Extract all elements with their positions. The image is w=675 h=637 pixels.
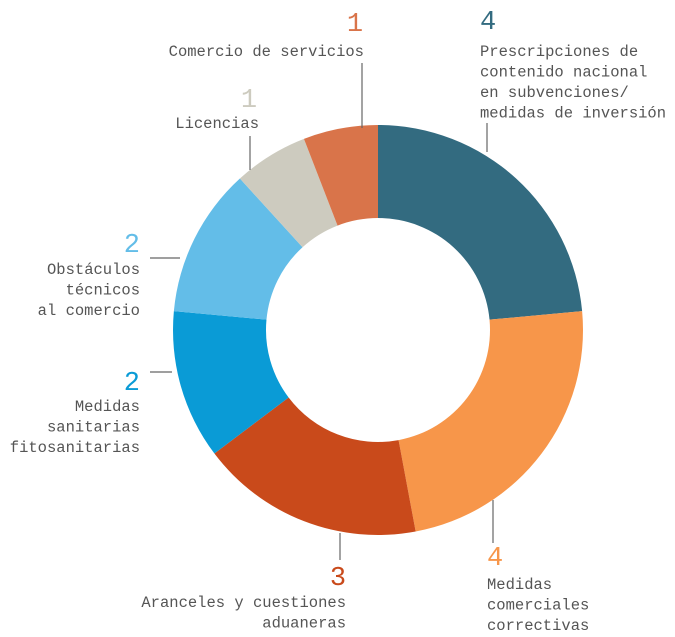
category-label: técnicos (66, 282, 140, 300)
donut-segment (398, 311, 583, 532)
category-label: Licencias (175, 115, 259, 133)
category-label: Aranceles y cuestiones (141, 594, 346, 612)
category-label: Obstáculos (47, 261, 140, 279)
value-label: 3 (330, 564, 346, 594)
donut-segment (173, 178, 303, 320)
value-label: 2 (124, 369, 140, 399)
value-label: 1 (347, 10, 363, 40)
category-label: contenido nacional (480, 64, 647, 82)
value-label: 4 (480, 8, 496, 38)
category-label: en subvenciones/ (480, 84, 629, 102)
category-label: Medidas (75, 398, 140, 416)
category-label: aduaneras (262, 615, 346, 633)
category-label: Prescripciones de (480, 43, 638, 61)
donut-segment (214, 397, 416, 535)
category-label: sanitarias (47, 419, 140, 437)
donut-segment (173, 311, 289, 454)
donut-segment (239, 138, 338, 248)
category-label: al comercio (38, 302, 140, 320)
category-label: comerciales (487, 597, 589, 615)
category-label: y fitosanitarias (0, 439, 140, 457)
value-label: 1 (241, 86, 257, 116)
category-label: Comercio de servicios (169, 43, 364, 61)
donut-segment (378, 125, 583, 320)
category-label: correctivas (487, 617, 589, 635)
category-label: Medidas (487, 576, 552, 594)
value-label: 4 (487, 544, 503, 574)
category-label: medidas de inversión (480, 105, 666, 123)
donut-segment (303, 125, 378, 226)
value-label: 2 (124, 231, 140, 261)
